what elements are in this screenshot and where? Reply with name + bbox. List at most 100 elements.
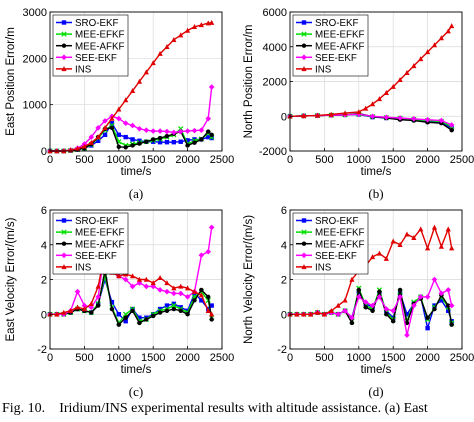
panel-a-legend-entry-mee-afkf: MEE-AFKF [56, 41, 125, 52]
panel-b-legend-entry-see-ekf: SEE-EKF [296, 53, 357, 64]
panel-d-point-ins [301, 311, 307, 317]
panel-b-x-tick-label: 1500 [381, 154, 405, 166]
panel-c-point-mee-afkf [116, 322, 122, 327]
panel-c-point-mee-afkf [137, 320, 142, 326]
panel-c-point-sro-ekf [116, 312, 121, 317]
panel-d-y-tick-label: 2 [281, 275, 287, 287]
panel-c-point-ins [191, 288, 198, 294]
panel-d-point-sro-ekf [404, 312, 410, 317]
panel-a-point-mee-afkf [109, 125, 115, 131]
caption-text: Iridium/INS experimental results with al… [59, 401, 428, 416]
panel-c-point-ins [150, 280, 156, 286]
panel-d-legend-marker [301, 264, 307, 270]
panel-a-point-see-ekf [150, 128, 156, 134]
panel-c-point-see-ekf [136, 280, 143, 286]
panel-a-point-see-ekf [171, 129, 177, 136]
panel-d-legend-label: SRO-EKF [315, 216, 359, 227]
panel-a-x-tick-label: 500 [75, 154, 93, 166]
panel-c-point-see-ekf [177, 290, 184, 297]
panel-c-point-ins [68, 307, 74, 313]
panel-c-point-mee-afkf [209, 317, 214, 322]
panel-b-point-ins [445, 28, 451, 34]
panel-b-point-ins [376, 96, 383, 102]
panel-a-point-sro-ekf [95, 138, 101, 144]
panel-c-point-see-ekf [198, 252, 205, 258]
panel-c-point-sro-ekf [137, 315, 142, 320]
panel-c-y-tick-label: 2 [41, 275, 47, 287]
panel-c-point-mee-afkf [144, 317, 149, 322]
panel-b-point-ins [328, 111, 334, 117]
panel-a-point-ins [209, 19, 215, 25]
panel-b-point-ins [390, 83, 396, 89]
panel-d-point-see-ekf [390, 307, 396, 314]
panel-c-legend-label: SRO-EKF [75, 216, 119, 227]
panel-d-y-tick-label: 6 [281, 205, 287, 217]
panel-d-point-ins [328, 307, 334, 313]
panel-b-point-ins [431, 42, 438, 48]
panel-b-point-see-ekf [383, 114, 390, 121]
panel-c-point-mee-afkf [164, 308, 170, 313]
panel-d-y-tick-label: 0 [281, 309, 287, 321]
panel-d-series-ins [287, 224, 455, 317]
panel-c-point-sro-ekf [109, 299, 115, 305]
panel-c-x-tick-label: 0 [47, 352, 53, 364]
panel-c-point-ins [198, 292, 204, 298]
panel-c-point-ins [129, 273, 136, 279]
panel-d-legend-label: MEE-EFKF [315, 228, 365, 239]
panel-c-point-ins [185, 285, 191, 291]
panel-d-legend-entry-sro-ekf: SRO-EKF [296, 216, 359, 227]
panel-d-point-ins [425, 245, 431, 251]
panel-d-x-tick-label: 2000 [415, 352, 439, 364]
panel-a-legend-marker [61, 20, 67, 25]
panel-a-legend-label: SEE-EKF [75, 53, 117, 64]
panel-b-y-tick-label: 0 [281, 111, 287, 123]
panel-d-point-see-ekf [376, 294, 383, 300]
panel-a-point-see-ekf [95, 125, 101, 131]
panel-c-point-ins [61, 309, 67, 315]
panel-d-x-axis-label: time/s [361, 364, 392, 376]
panel-a-point-see-ekf [143, 127, 150, 133]
panel-a-x-axis-label: time/s [121, 166, 152, 178]
panel-d-legend-marker [301, 252, 307, 259]
panel-a-point-ins [136, 78, 143, 84]
panel-c-point-sro-ekf [102, 277, 108, 282]
panel-a-legend-marker [61, 66, 67, 72]
panel-d-y-axis-label: North Velocity Error/(m/s) [243, 215, 255, 344]
panel-a-point-mee-afkf [192, 140, 197, 145]
panel-b-point-ins [356, 109, 362, 115]
panel-d-point-see-ekf [342, 307, 348, 314]
panel-b-point-ins [404, 70, 410, 76]
panel-b-x-tick-label: 500 [315, 154, 333, 166]
panel-b-legend-entry-sro-ekf: SRO-EKF [296, 18, 359, 29]
panel-b-legend-label: SEE-EKF [315, 53, 357, 64]
panel-b-point-see-ekf [424, 116, 431, 123]
panel-d-point-see-ekf [404, 332, 410, 338]
panel-c-point-mee-afkf [130, 308, 135, 313]
panel-c-legend-label: SEE-EKF [75, 251, 117, 262]
panel-b-legend-marker [301, 31, 307, 37]
panel-d-legend-marker [301, 241, 307, 246]
panel-c-x-tick-label: 500 [75, 352, 93, 364]
panel-a-point-ins [150, 60, 156, 66]
panel-d-point-ins [390, 238, 396, 244]
panel-c-point-mee-afkf [157, 310, 163, 315]
panel-b-y-tick-label: 2000 [263, 77, 287, 89]
figure-caption: Fig. 10. Iridium/INS experimental result… [2, 401, 472, 422]
panel-a-point-see-ekf [122, 120, 129, 126]
panel-c-point-see-ekf [157, 287, 163, 293]
panel-d-x-tick-label: 1500 [381, 352, 405, 364]
panel-d-point-ins [383, 255, 389, 261]
panel-d-point-ins [314, 309, 321, 315]
panel-d-point-ins [376, 250, 383, 256]
panel-a-x-tick-label: 2500 [210, 154, 234, 166]
panel-c-point-mee-afkf [206, 294, 211, 300]
panel-d-point-ins [445, 226, 451, 232]
panel-c-point-mee-afkf [178, 308, 183, 313]
panel-c-point-see-ekf [81, 302, 88, 309]
panel-c-point-see-ekf [208, 224, 215, 231]
panel-d-point-mee-afkf [449, 322, 454, 327]
panel-a-legend-entry-sro-ekf: SRO-EKF [56, 18, 119, 29]
panel-b-y-axis-label: North Position Error/m [243, 25, 255, 139]
panel-b-x-tick-label: 2500 [450, 154, 474, 166]
